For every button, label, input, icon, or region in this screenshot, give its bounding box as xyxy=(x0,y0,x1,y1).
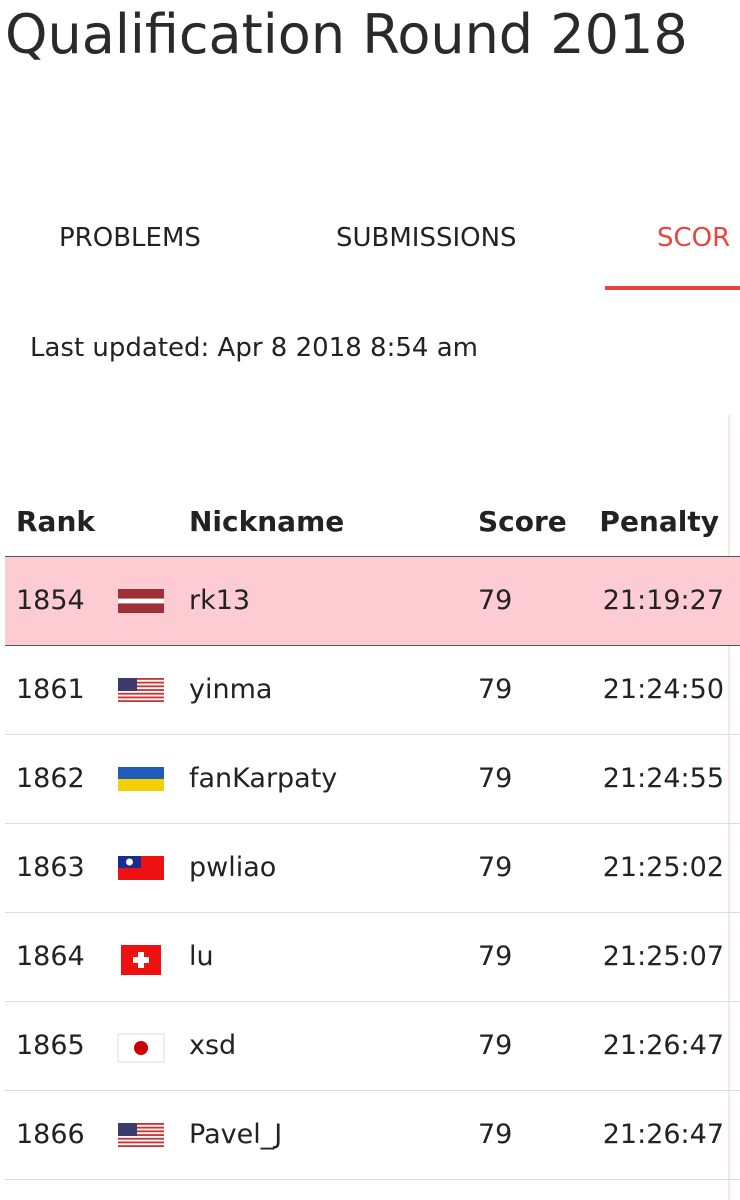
nickname: fanKarpaty xyxy=(189,763,338,794)
column-header: Nickname xyxy=(189,505,345,538)
flag-icon xyxy=(118,856,164,880)
table-row: 1864 lu 79 21:25:07 xyxy=(5,913,740,1002)
score: 79 xyxy=(478,941,513,972)
penalty: 21:26:47 xyxy=(602,1030,724,1061)
table-row: 1863 pwliao 79 21:25:02 xyxy=(5,824,740,913)
score: 79 xyxy=(478,763,513,794)
flag xyxy=(117,855,165,891)
column-header: Rank xyxy=(16,505,96,538)
flag xyxy=(117,944,165,980)
table-row: 1865 xsd 79 21:26:47 xyxy=(5,1002,740,1091)
table-row: 1862 fanKarpaty 79 21:24:55 xyxy=(5,735,740,824)
score: 79 xyxy=(478,1119,513,1150)
table-row: 1866 Pavel_J 79 21:26:47 xyxy=(5,1091,740,1180)
last-updated: Last updated: Apr 8 2018 8:54 am xyxy=(30,333,478,363)
rank: 1866 xyxy=(16,1119,85,1150)
penalty: 21:24:55 xyxy=(602,763,724,794)
penalty: 21:25:02 xyxy=(602,852,724,883)
rank: 1863 xyxy=(16,852,85,883)
flag-icon xyxy=(118,589,164,613)
score: 79 xyxy=(478,674,513,705)
penalty: 21:25:07 xyxy=(602,941,724,972)
flag-icon xyxy=(121,945,161,975)
scroll-edge xyxy=(728,415,730,1200)
flag xyxy=(117,766,165,802)
score: 79 xyxy=(478,852,513,883)
rank: 1854 xyxy=(16,585,85,616)
nickname: Pavel_J xyxy=(189,1119,283,1150)
flag-icon xyxy=(118,1123,164,1147)
flag xyxy=(117,588,165,624)
rank: 1862 xyxy=(16,763,85,794)
tab-underline xyxy=(605,286,740,290)
flag-icon xyxy=(117,1033,165,1063)
nickname: rk13 xyxy=(189,585,251,616)
score: 79 xyxy=(478,585,513,616)
nickname: yinma xyxy=(189,674,273,705)
tab[interactable]: PROBLEMS xyxy=(59,223,201,253)
table-row: 1854 rk13 79 21:19:27 xyxy=(5,557,740,646)
score: 79 xyxy=(478,1030,513,1061)
penalty: 21:24:50 xyxy=(602,674,724,705)
penalty: 21:26:47 xyxy=(602,1119,724,1150)
table-row: 1861 yinma 79 21:24:50 xyxy=(5,646,740,735)
flag-icon xyxy=(118,678,164,702)
nickname: pwliao xyxy=(189,852,277,883)
column-header: Score xyxy=(478,505,567,538)
nickname: xsd xyxy=(189,1030,237,1061)
flag xyxy=(117,1122,165,1158)
page-title: Qualification Round 2018 xyxy=(5,3,688,66)
flag xyxy=(117,1033,165,1069)
rank: 1865 xyxy=(16,1030,85,1061)
rank: 1861 xyxy=(16,674,85,705)
flag-icon xyxy=(118,767,164,791)
rank: 1864 xyxy=(16,941,85,972)
column-header: Penalty xyxy=(599,505,719,538)
header-border xyxy=(5,556,740,557)
tab-active[interactable]: SCOR xyxy=(657,223,731,253)
penalty: 21:19:27 xyxy=(602,585,724,616)
tab[interactable]: SUBMISSIONS xyxy=(336,223,517,253)
nickname: lu xyxy=(189,941,214,972)
flag xyxy=(117,677,165,713)
